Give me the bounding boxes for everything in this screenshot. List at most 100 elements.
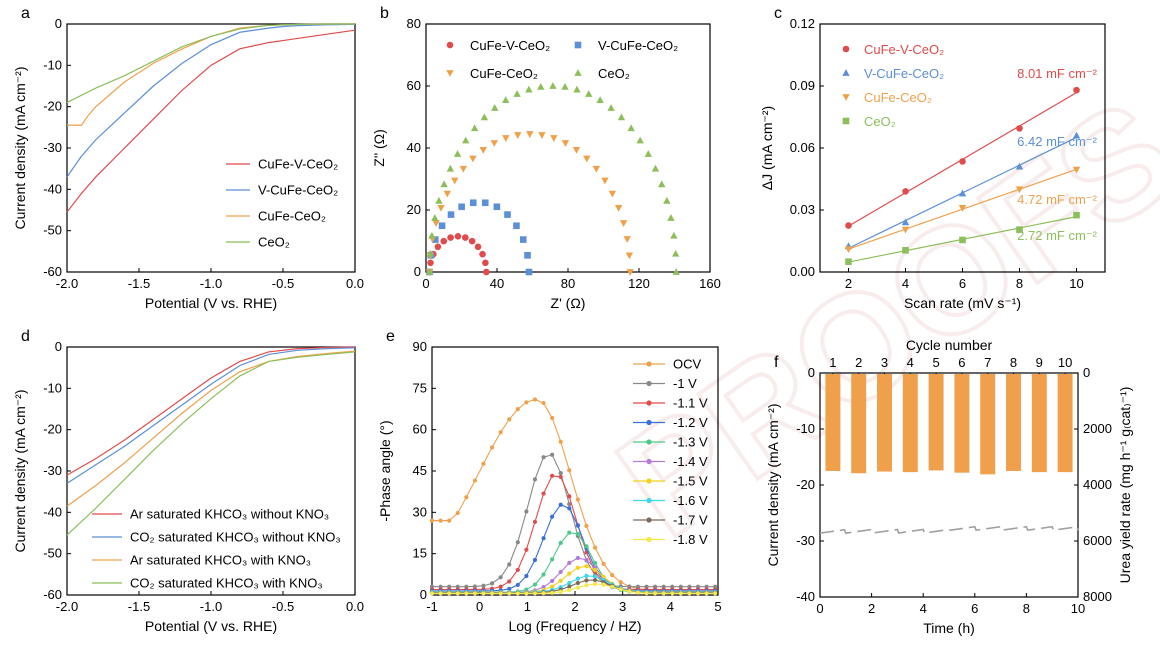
data-point: [618, 580, 623, 585]
legend-marker: [646, 458, 652, 465]
data-point: [558, 540, 563, 546]
data-point: [584, 583, 589, 588]
y-axis-label: Current density (mA cm⁻²): [765, 404, 781, 567]
legend-marker: [842, 94, 850, 101]
data-point: [601, 177, 609, 185]
data-point: [515, 567, 520, 573]
legend-label: CO₂ saturated KHCO₃ without KNO₃: [130, 530, 341, 545]
y-tick-label: 0.06: [790, 140, 815, 155]
x-axis-label: Potential (V vs. RHE): [145, 295, 277, 311]
data-point: [447, 211, 455, 218]
data-point: [493, 203, 501, 211]
data-point: [524, 252, 531, 259]
data-point: [515, 540, 520, 545]
data-point: [584, 544, 589, 549]
x-axis-label: Z' (Ω): [551, 295, 586, 311]
x-tick-label: 4: [667, 599, 674, 614]
data-point: [464, 591, 469, 596]
data-point: [619, 220, 628, 227]
data-point: [687, 591, 692, 596]
data-point: [671, 249, 680, 257]
data-point: [438, 591, 443, 596]
data-point: [704, 591, 709, 596]
series-line: [66, 23, 355, 104]
x-tick-label: 8: [1016, 276, 1023, 291]
data-point: [610, 584, 615, 589]
panels: -2.0 -1.5 -1.0 -0.5 0.0-60-50-40-30-20-100Po…: [12, 5, 1133, 636]
data-point: [470, 124, 479, 132]
data-point: [652, 591, 658, 596]
cycle-tick-label: 4: [907, 355, 914, 370]
data-point: [550, 590, 555, 595]
x-tick-label: -1.0: [200, 599, 222, 614]
data-point: [626, 269, 634, 276]
y-tick-label: -20: [43, 422, 62, 437]
data-point: [541, 491, 546, 496]
data-point: [661, 591, 666, 596]
series-line: [66, 23, 356, 178]
data-point: [455, 510, 460, 516]
data-point: [627, 589, 632, 594]
data-point: [455, 591, 460, 596]
data-point: [482, 259, 489, 267]
data-point: [428, 231, 436, 239]
data-point: [601, 582, 606, 587]
y-axis-label: ΔJ (mA cm⁻²): [759, 106, 775, 190]
data-point: [472, 584, 477, 589]
data-point: [489, 445, 495, 450]
x-tick-label: 0.0: [346, 276, 364, 291]
x-tick-label: -2.0: [56, 276, 78, 291]
data-point: [447, 518, 452, 523]
data-point: [451, 177, 459, 185]
data-point: [561, 82, 569, 90]
y2-axis-label: Urea yield rate (mg h⁻¹ g₍cat₎⁻¹): [1117, 387, 1133, 584]
data-point: [558, 471, 563, 476]
x-tick-label: -1: [426, 599, 438, 614]
data-point: [462, 234, 469, 241]
data-point: [607, 104, 615, 111]
legend-marker: [646, 497, 652, 504]
data-point: [584, 573, 589, 579]
x-tick-label: 3: [619, 599, 626, 614]
x-tick-label: 2: [571, 599, 578, 614]
legend-marker: [646, 380, 652, 387]
top-axis-label: Cycle number: [906, 337, 993, 353]
y-tick-label: 40: [407, 140, 421, 155]
x-tick-label: 10: [1071, 601, 1085, 616]
data-point: [472, 591, 477, 596]
x-axis-label: Potential (V vs. RHE): [145, 618, 277, 634]
urea-bar: [954, 374, 970, 473]
data-point: [438, 222, 446, 230]
x-tick-label: -1.5: [128, 276, 150, 291]
legend-label: CO₂ saturated KHCO₃ with KNO₃: [130, 576, 323, 591]
panel-a: -2.0 -1.5 -1.0 -0.5 0.0 -60 -50 -40 -30 -20 -10 0 Po…: [12, 5, 364, 311]
data-point: [678, 591, 683, 596]
y-tick-label: 0.00: [790, 264, 815, 279]
data-point: [670, 591, 675, 596]
y-tick-label: 0: [414, 264, 421, 279]
x-tick-label: 4: [902, 276, 909, 291]
data-point: [901, 218, 910, 226]
y-tick-label: 0.03: [790, 202, 815, 217]
data-point: [524, 509, 529, 514]
panel-b: 0 40 80 120 160 0 20 40 60 80 Z' (Ω) Z'' (Ω) b CuFe-V…: [371, 5, 721, 311]
data-point: [1072, 131, 1081, 139]
y-tick-label: -20: [43, 99, 62, 114]
plot-frame: [66, 23, 356, 273]
legend-label: Ar saturated KHCO₃ with KNO₃: [130, 553, 311, 568]
y-tick-label: 0: [420, 587, 427, 602]
y-tick-label: 90: [413, 339, 427, 354]
data-point: [567, 560, 572, 565]
data-point: [483, 268, 490, 276]
data-point: [541, 572, 546, 577]
data-point: [695, 591, 701, 596]
data-point: [446, 164, 455, 172]
legend-marker: [646, 478, 652, 484]
data-point: [845, 222, 852, 229]
series-line: [431, 454, 716, 588]
data-point: [489, 581, 495, 586]
data-point: [1016, 125, 1023, 132]
y-tick-label: -10: [43, 380, 62, 395]
data-point: [584, 523, 589, 529]
data-point: [550, 473, 555, 478]
